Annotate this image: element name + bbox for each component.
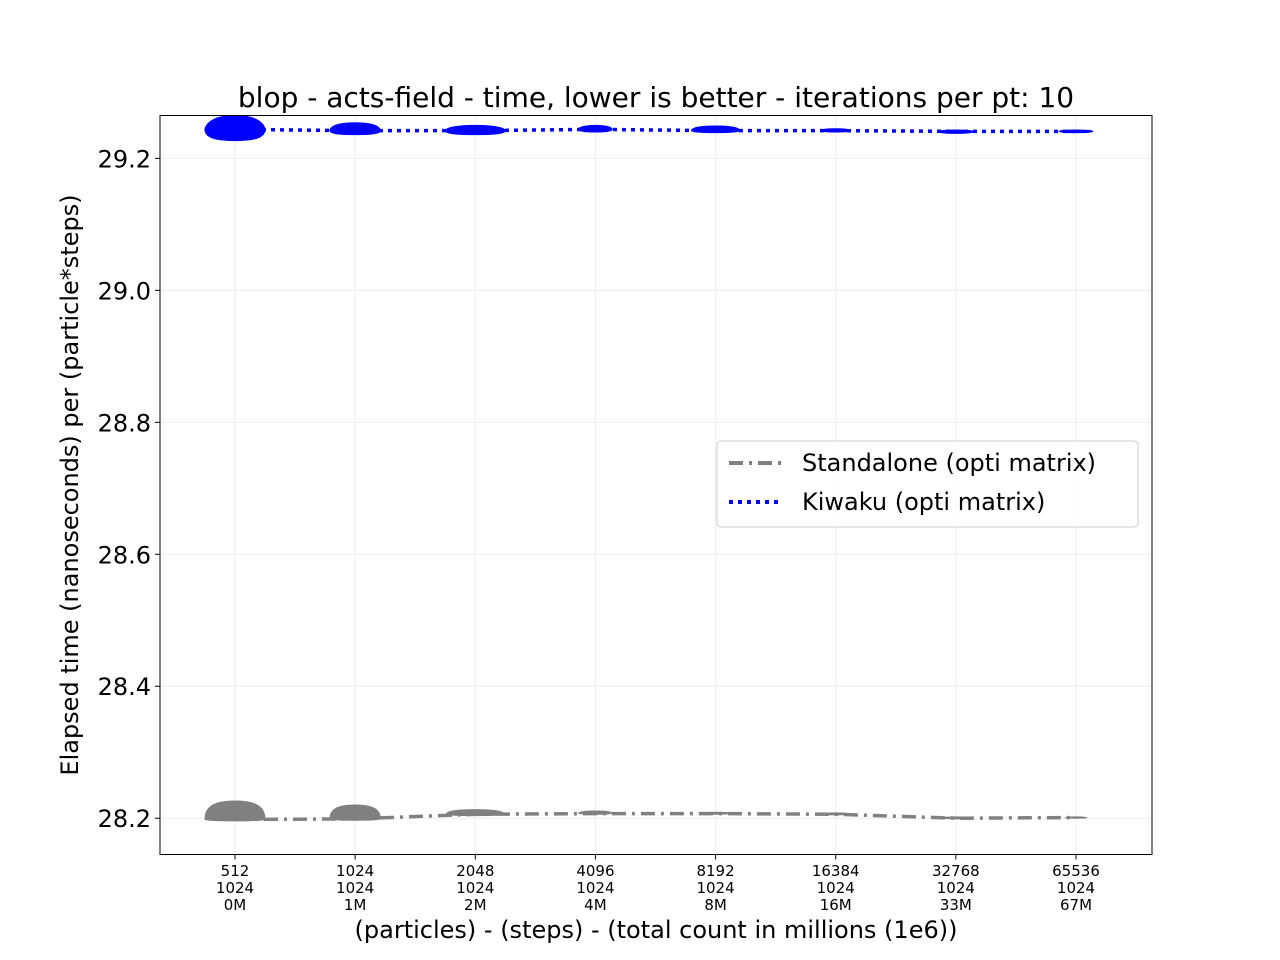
x-axis: 51210240M102410241M204810242M409610244M8…	[216, 854, 1100, 914]
x-tick-label-steps: 1024	[696, 879, 734, 897]
x-tick-label-particles: 16384	[812, 862, 860, 880]
legend-box	[716, 440, 1139, 528]
x-tick-label-total: 33M	[940, 896, 972, 914]
violins	[204, 114, 1094, 822]
legend-label-standalone: Standalone (opti matrix)	[802, 449, 1096, 477]
y-tick-label: 28.8	[98, 409, 151, 437]
series-line-standalone	[234, 811, 1077, 822]
x-tick-label-total: 8M	[704, 896, 727, 914]
x-tick-label-steps: 1024	[937, 879, 975, 897]
x-tick-label-total: 0M	[224, 896, 247, 914]
x-tick-label-steps: 1024	[456, 879, 494, 897]
x-tick-label-total: 1M	[344, 896, 367, 914]
y-tick-label: 29.2	[98, 145, 151, 173]
x-tick-label-particles: 512	[221, 862, 250, 880]
legend: Standalone (opti matrix) Kiwaku (opti ma…	[716, 440, 1139, 528]
x-tick-label-particles: 4096	[576, 862, 614, 880]
x-tick-label-steps: 1024	[216, 879, 254, 897]
violin-standalone	[204, 800, 266, 822]
legend-label-kiwaku: Kiwaku (opti matrix)	[802, 488, 1045, 516]
x-tick-label-total: 4M	[584, 896, 607, 914]
series-lines	[234, 127, 1077, 822]
x-tick-label-total: 16M	[820, 896, 852, 914]
x-tick-label-steps: 1024	[1057, 879, 1095, 897]
y-tick-label: 28.6	[98, 541, 151, 569]
plot-frame	[159, 115, 1153, 855]
violin-kiwaku	[204, 114, 266, 142]
y-tick-label: 28.2	[98, 805, 151, 833]
x-tick-label-particles: 8192	[696, 862, 734, 880]
x-axis-label: (particles) - (steps) - (total count in …	[355, 916, 958, 944]
violin-kiwaku	[1058, 129, 1094, 134]
y-tick-label: 29.0	[98, 277, 151, 305]
y-tick-label: 28.4	[98, 673, 151, 701]
x-tick-label-particles: 1024	[336, 862, 374, 880]
series-line-kiwaku	[234, 127, 1076, 134]
x-tick-label-steps: 1024	[576, 879, 614, 897]
x-tick-label-steps: 1024	[817, 879, 855, 897]
violin-kiwaku	[820, 128, 852, 133]
violin-kiwaku	[329, 122, 381, 136]
x-tick-label-particles: 65536	[1052, 862, 1100, 880]
x-tick-label-particles: 32768	[932, 862, 980, 880]
chart-title: blop - acts-field - time, lower is bette…	[238, 81, 1074, 114]
x-tick-label-steps: 1024	[336, 879, 374, 897]
x-tick-label-total: 2M	[464, 896, 487, 914]
x-tick-label-particles: 2048	[456, 862, 494, 880]
y-axis: 28.2 28.4 28.6 28.8 29.0 29.2	[98, 145, 160, 833]
x-tick-label-total: 67M	[1060, 896, 1092, 914]
y-axis-label: Elapsed time (nanoseconds) per (particle…	[56, 194, 84, 775]
